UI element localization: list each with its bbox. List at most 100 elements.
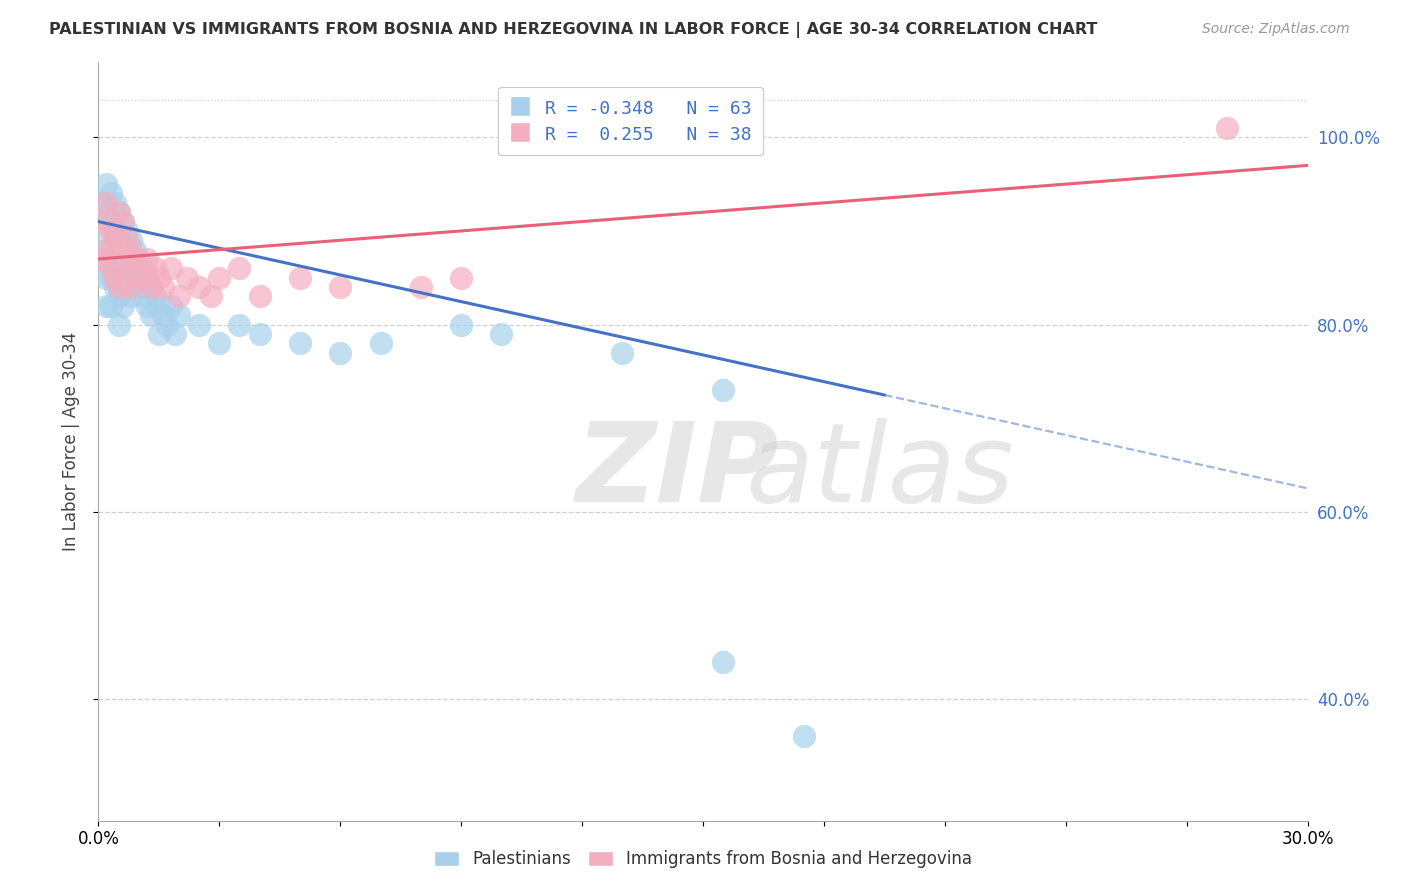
Y-axis label: In Labor Force | Age 30-34: In Labor Force | Age 30-34 [62,332,80,551]
Point [135,270,157,285]
Point [208,336,231,351]
Point [100,186,122,201]
Point [111,252,134,266]
Point [132,289,155,303]
Point [91,252,114,266]
Point [100,224,122,238]
Point [96,243,118,257]
Point [124,243,146,257]
Point [135,252,157,266]
Point [103,195,125,210]
Point [107,289,129,303]
Point [115,252,138,266]
Point [139,280,162,294]
Point [124,252,146,266]
Point [148,299,170,313]
Point [128,261,150,276]
Point [100,261,122,276]
Point [711,383,734,397]
Point [120,243,142,257]
Point [167,308,190,322]
Point [96,205,118,219]
Text: atlas: atlas [745,418,1014,525]
Point [160,299,183,313]
Point [132,261,155,276]
Point [115,280,138,294]
Point [152,308,174,322]
Point [329,345,352,359]
Point [103,252,125,266]
Point [120,280,142,294]
Point [793,730,815,744]
Point [100,270,122,285]
Point [176,270,198,285]
Point [139,308,162,322]
Point [128,280,150,294]
Point [107,205,129,219]
Point [111,299,134,313]
Point [329,280,352,294]
Point [111,243,134,257]
Point [288,336,311,351]
Point [96,195,118,210]
Point [188,318,211,332]
Point [107,233,129,247]
Point [612,345,634,359]
Point [91,195,114,210]
Point [228,318,250,332]
Point [135,299,157,313]
Text: Source: ZipAtlas.com: Source: ZipAtlas.com [1202,22,1350,37]
Point [111,214,134,228]
Point [370,336,392,351]
Point [107,280,129,294]
Point [167,289,190,303]
Point [143,289,166,303]
Point [148,270,170,285]
Point [107,205,129,219]
Point [96,270,118,285]
Point [103,224,125,238]
Text: PALESTINIAN VS IMMIGRANTS FROM BOSNIA AND HERZEGOVINA IN LABOR FORCE | AGE 30-34: PALESTINIAN VS IMMIGRANTS FROM BOSNIA AN… [49,22,1098,38]
Point [107,318,129,332]
Point [100,243,122,257]
Point [91,214,114,228]
Point [450,270,472,285]
Point [124,270,146,285]
Point [152,280,174,294]
Point [409,280,432,294]
Point [120,289,142,303]
Point [711,655,734,669]
Point [111,270,134,285]
Point [115,224,138,238]
Point [208,270,231,285]
Point [107,243,129,257]
Point [450,318,472,332]
Point [128,252,150,266]
Point [491,326,513,341]
Text: ZIP: ZIP [576,418,779,525]
Point [115,270,138,285]
Point [120,261,142,276]
Point [1216,120,1239,135]
Point [96,243,118,257]
Legend: Palestinians, Immigrants from Bosnia and Herzegovina: Palestinians, Immigrants from Bosnia and… [427,844,979,875]
Point [139,280,162,294]
Point [111,214,134,228]
Point [200,289,222,303]
Legend: R = -0.348   N = 63, R =  0.255   N = 38: R = -0.348 N = 63, R = 0.255 N = 38 [498,87,762,155]
Point [120,233,142,247]
Point [96,177,118,191]
Point [228,261,250,276]
Point [96,299,118,313]
Point [100,214,122,228]
Point [91,252,114,266]
Point [91,224,114,238]
Point [132,270,155,285]
Point [156,318,179,332]
Point [188,280,211,294]
Point [103,270,125,285]
Point [143,261,166,276]
Point [249,326,271,341]
Point [107,261,129,276]
Point [160,261,183,276]
